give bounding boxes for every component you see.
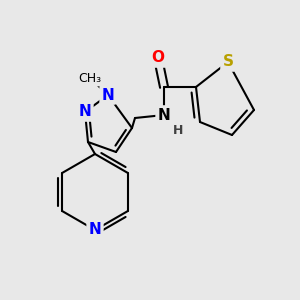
Text: N: N <box>102 88 114 103</box>
Text: N: N <box>158 107 170 122</box>
Text: N: N <box>88 223 101 238</box>
Text: CH₃: CH₃ <box>78 71 102 85</box>
Text: H: H <box>173 124 183 136</box>
Text: N: N <box>79 104 92 119</box>
Text: O: O <box>152 50 164 65</box>
Text: S: S <box>223 55 233 70</box>
